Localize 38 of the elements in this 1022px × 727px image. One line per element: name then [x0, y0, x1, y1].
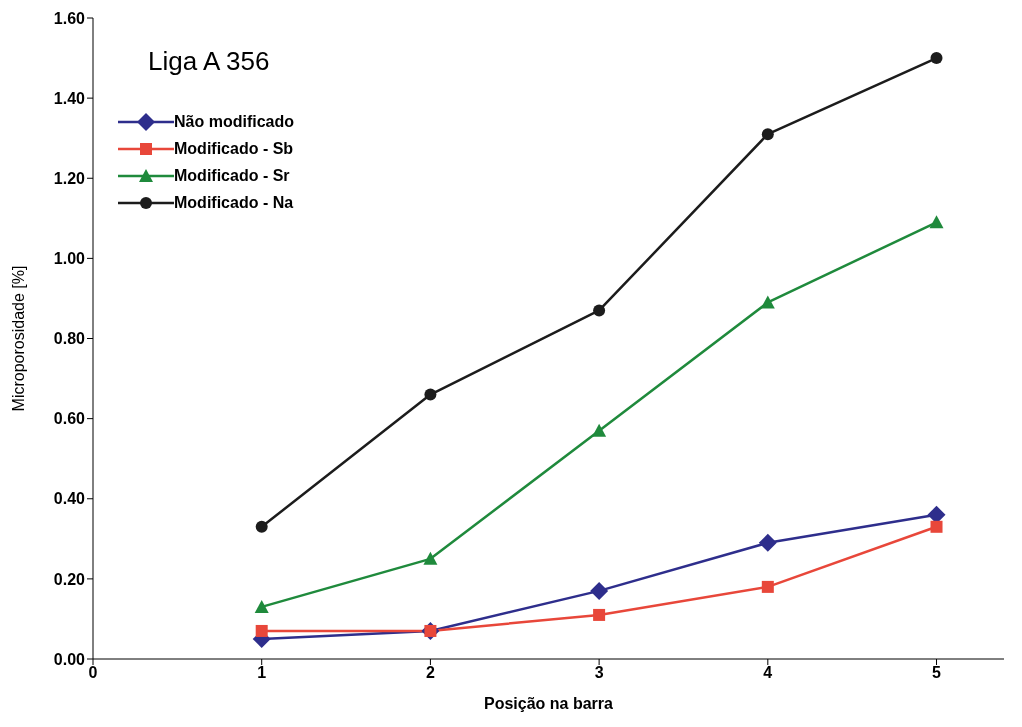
- point: [590, 581, 609, 600]
- point: [592, 423, 607, 437]
- x-tick-label: 1: [257, 664, 267, 682]
- point: [254, 599, 269, 613]
- y-tick-label: 0.80: [53, 330, 86, 348]
- point: [760, 295, 775, 309]
- point: [593, 304, 606, 317]
- point: [761, 128, 774, 141]
- point: [758, 533, 777, 552]
- x-tick-label: 0: [88, 664, 98, 682]
- y-tick-label: 0.20: [53, 570, 86, 588]
- point: [929, 215, 944, 229]
- y-tick-label: 1.20: [53, 169, 86, 187]
- point: [423, 551, 438, 565]
- y-axis-title: Microporosidade [%]: [9, 265, 27, 412]
- legend-label: Modificado - Sb: [174, 139, 294, 159]
- y-tick-label: 1.60: [53, 9, 86, 27]
- y-tick-label: 1.40: [53, 89, 86, 107]
- point: [424, 388, 437, 401]
- point: [255, 520, 268, 533]
- legend-label: Modificado - Sr: [174, 166, 290, 186]
- point: [930, 52, 943, 65]
- legend-label: Não modificado: [174, 112, 295, 132]
- point: [593, 608, 606, 621]
- x-tick-label: 2: [425, 664, 435, 682]
- point: [930, 520, 943, 533]
- legend-label: Modificado - Na: [174, 193, 294, 213]
- text: Liga A 356: [148, 46, 270, 77]
- y-tick-label: 1.00: [53, 250, 86, 268]
- point: [761, 580, 774, 593]
- point: [255, 624, 268, 637]
- y-tick-label: 0.40: [53, 490, 86, 508]
- x-axis-title: Posição na barra: [484, 695, 614, 712]
- y-tick-label: 0.00: [53, 650, 86, 668]
- x-tick-label: 4: [763, 664, 773, 682]
- x-tick-label: 3: [594, 664, 604, 682]
- y-tick-label: 0.60: [53, 410, 86, 428]
- x-tick-label: 5: [932, 664, 942, 682]
